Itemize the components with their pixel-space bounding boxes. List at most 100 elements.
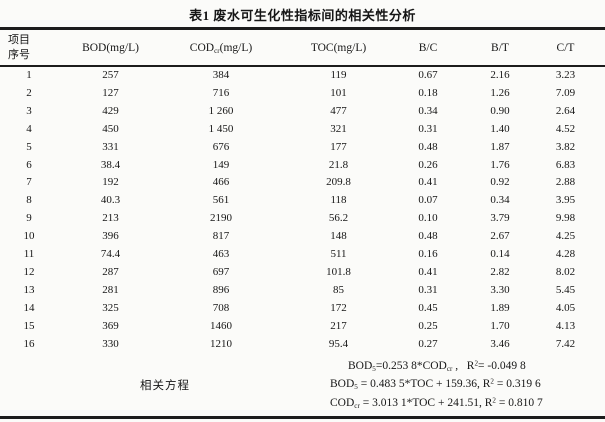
cell-bod: 331 [102,140,119,153]
cell-ct: 9.98 [555,212,576,225]
cell-ct: 3.23 [555,69,576,81]
cell-bt: 3.30 [490,283,510,296]
cell-ct: 4.52 [555,122,576,135]
cell-item-number: 16 [23,337,35,350]
cell-toc: 148 [330,230,347,243]
cell-bc: 0.31 [418,283,438,296]
table-row: 11 74.4 463 511 0.16 0.14 4.28 [0,246,605,264]
cell-bod: 257 [102,69,119,81]
cell-item-number: 8 [26,194,32,207]
cell-toc: 217 [330,319,347,332]
cell-bt: 0.90 [490,104,510,117]
cell-item-number: 10 [23,230,35,243]
cell-cod: 466 [212,176,230,189]
cell-toc: 21.8 [328,158,349,171]
cell-toc: 511 [330,248,347,261]
cell-bc: 0.27 [418,337,438,350]
cell-bt: 2.82 [490,265,510,278]
table-row: 13 281 896 85 0.31 3.30 5.45 [0,282,605,300]
cell-bt: 1.87 [490,140,510,153]
cell-toc: 172 [330,301,347,314]
cell-cod: 1210 [210,337,232,350]
cell-toc: 321 [330,122,347,135]
header-item-number-line2: 序号 [8,48,30,61]
cell-bc: 0.07 [418,194,438,207]
header-bc: B/C [400,28,472,67]
cell-bod: 450 [102,122,119,135]
cell-ct: 7.09 [555,86,576,99]
cell-toc: 177 [330,140,347,153]
header-ct: C/T [542,28,605,67]
header-cod: CODcr(mg/L) [163,28,285,67]
table-row: 8 40.3 561 118 0.07 0.34 3.95 [0,192,605,210]
cell-cod: 2190 [210,212,232,225]
cell-ct: 5.45 [555,283,576,296]
cell-bod: 287 [102,265,119,278]
table-row: 15 369 1460 217 0.25 1.70 4.13 [0,318,605,336]
cell-bod: 325 [102,301,119,314]
cell-bt: 2.16 [490,69,510,81]
cell-ct: 2.64 [555,104,576,117]
cell-ct: 6.83 [555,158,576,171]
cell-bt: 3.46 [490,337,510,350]
table-row: 5 331 676 177 0.48 1.87 3.82 [0,139,605,157]
cell-cod: 1 450 [208,122,234,135]
cell-bod: 330 [102,337,119,350]
cell-bc: 0.67 [418,69,438,81]
table-title: 表1 废水可生化性指标间的相关性分析 [189,8,416,23]
table-header-row: 项目 序号 BOD(mg/L) CODcr(mg/L) TOC(mg/L) B/… [0,28,605,67]
cell-bod: 127 [102,86,119,99]
table-row: 3 429 1 260 477 0.34 0.90 2.64 [0,103,605,121]
cell-bc: 0.41 [418,265,438,278]
table-body: 1 257 384 119 0.67 2.16 3.23 2 127 716 1… [0,66,605,354]
cell-item-number: 13 [23,283,35,296]
cell-bod: 213 [102,212,119,225]
cell-bc: 0.18 [418,86,438,99]
cell-bt: 0.14 [490,248,510,261]
header-bt: B/T [472,28,542,67]
cell-bc: 0.26 [418,158,438,171]
cell-toc: 119 [330,69,347,81]
cell-bt: 2.67 [490,230,510,243]
cell-ct: 8.02 [555,265,576,278]
table-row: 10 396 817 148 0.48 2.67 4.25 [0,228,605,246]
cell-cod: 1 260 [208,104,234,117]
cell-bc: 0.48 [418,140,438,153]
cell-bt: 1.76 [490,158,510,171]
cell-bc: 0.16 [418,248,438,261]
cell-ct: 3.95 [555,194,576,207]
cell-cod: 817 [212,230,230,243]
table-row: 2 127 716 101 0.18 1.26 7.09 [0,85,605,103]
cell-ct: 7.42 [555,337,576,350]
header-item-number-line1: 项目 [8,34,30,47]
cell-item-number: 11 [23,248,35,261]
correlation-equations-list: BOD5=0.253 8*CODcr , R2= -0.049 8 BOD5 =… [330,354,605,416]
equation-cod-toc: CODcr = 3.013 1*TOC + 241.51, R2 = 0.810… [330,396,543,411]
header-toc: TOC(mg/L) [285,28,400,67]
cell-bod: 429 [102,104,119,117]
cell-bt: 0.92 [490,176,510,189]
cell-bc: 0.41 [418,176,438,189]
cell-item-number: 6 [26,158,32,171]
cell-cod: 561 [212,194,230,207]
header-item-number: 项目 序号 [0,28,58,67]
cell-bod: 38.4 [100,158,121,171]
cell-bod: 40.3 [100,194,121,207]
cell-bod: 281 [102,283,119,296]
table-row: 9 213 2190 56.2 0.10 3.79 9.98 [0,210,605,228]
cell-cod: 896 [212,283,230,296]
cell-bod: 192 [102,176,119,189]
cell-toc: 209.8 [326,176,351,189]
cell-toc: 101.8 [326,265,351,278]
cell-item-number: 5 [26,140,32,153]
cell-bc: 0.31 [418,122,438,135]
cell-cod: 463 [212,248,230,261]
cell-toc: 95.4 [328,337,349,350]
cell-bc: 0.48 [418,230,438,243]
cell-item-number: 1 [26,69,32,81]
cell-cod: 716 [212,86,230,99]
table-row: 6 38.4 149 21.8 0.26 1.76 6.83 [0,157,605,175]
cell-bc: 0.25 [418,319,438,332]
cell-toc: 118 [330,194,347,207]
